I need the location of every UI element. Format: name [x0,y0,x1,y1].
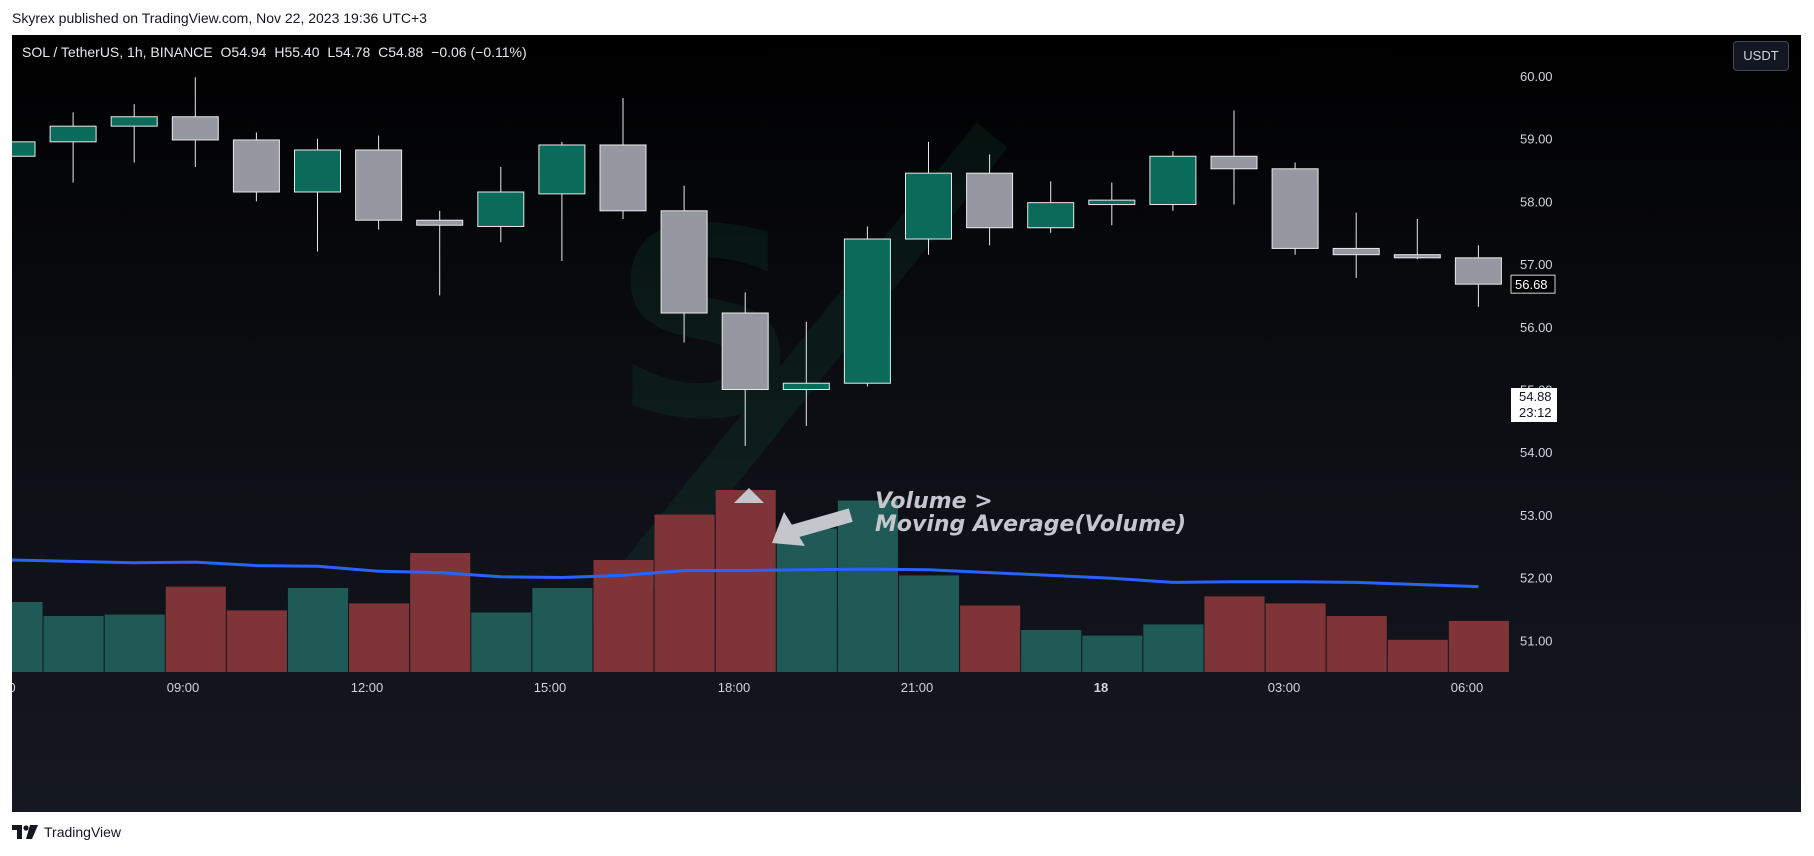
candle-body [355,149,403,221]
candle-body [599,144,647,212]
annotation-line-2: Moving Average(Volume) [875,512,1186,537]
price-tick-label: 52.00 [1520,571,1553,586]
volume-bar [715,490,776,672]
time-tick-label: 0 [12,680,16,695]
time-tick-label: 15:00 [534,680,567,695]
current-price-box [1511,388,1557,422]
volume-bar [593,560,654,672]
price-tick-label: 51.00 [1520,633,1553,648]
current-price-label: 54.88 [1519,389,1552,404]
chart-pane[interactable]: S 60.0059.0058.0057.0056.0055.0054.0053.… [12,35,1801,812]
tradingview-logo-icon [12,825,38,839]
candle-body [477,191,525,227]
ohlc-legend: SOL / TetherUS, 1h, BINANCE O54.94 H55.4… [22,44,531,60]
time-tick-label: 21:00 [901,680,934,695]
last-price-label: 56.68 [1515,277,1548,292]
volume-bar [12,602,43,672]
legend-close: C54.88 [378,44,424,60]
volume-bar [1143,624,1204,672]
candle-body [49,125,97,143]
candle-body [1271,168,1319,249]
last-price-box [1510,274,1556,294]
price-tick-label: 59.00 [1520,132,1553,147]
price-tick-label: 57.00 [1520,257,1553,272]
candle-body [538,144,586,195]
footer: TradingView [12,824,121,840]
candle-body [1088,199,1136,206]
price-tick-label: 53.00 [1520,508,1553,523]
volume-bar [287,588,349,672]
volume-bar [349,603,410,672]
candle-body [1454,257,1502,285]
arrow-shaft [786,508,853,540]
volume-bar [837,500,898,672]
chart-canvas[interactable]: S 60.0059.0058.0057.0056.0055.0054.0053.… [12,35,1801,812]
volume-bar [1326,616,1387,672]
candle-body [905,172,952,240]
legend-high: H55.40 [274,44,320,60]
volume-layer [12,490,1509,672]
price-tick-label: 54.00 [1520,445,1553,460]
volume-bar [776,528,837,672]
time-tick-label: 12:00 [351,680,384,695]
annotation-line-1: Volume > [875,489,993,514]
candle-body [782,382,830,391]
volume-bar [1387,639,1448,672]
candle-body [843,238,891,384]
volume-ma-line [12,558,1479,589]
volume-bar [1448,620,1509,672]
volume-bar [532,588,593,672]
annotation-arrow [772,508,853,546]
volume-bar [165,586,226,672]
volume-bar [471,612,532,672]
signal-marker [734,488,764,503]
legend-low: L54.78 [327,44,371,60]
candle-body [721,312,769,391]
candle-body [660,210,708,314]
volume-bar [43,616,104,672]
volume-bar [1265,603,1326,672]
volume-bar [898,575,960,672]
arrow-head [772,512,805,546]
bar-countdown-label: 23:12 [1519,405,1552,420]
candle-body [1210,155,1258,170]
candle-body [1332,247,1380,256]
footer-brand: TradingView [44,824,122,840]
legend-open: O54.94 [220,44,267,60]
candle-body [171,116,219,141]
volume-bar [1082,635,1143,672]
price-tick-label: 56.00 [1520,320,1553,335]
time-tick-label: 03:00 [1268,680,1301,695]
candle-body [12,141,36,157]
axis-layer: 60.0059.0058.0057.0056.0055.0054.0053.00… [12,69,1557,695]
candle-body [232,139,280,193]
candle-body [1149,155,1197,206]
currency-button[interactable]: USDT [1733,41,1789,71]
candle-body [416,219,464,226]
time-tick-label: 18:00 [718,680,751,695]
volume-bar [960,605,1021,672]
published-info: Skyrex published on TradingView.com, Nov… [12,10,427,26]
candle-body [1393,254,1441,259]
candle-body [110,116,158,127]
price-tick-label: 58.00 [1520,194,1553,209]
volume-bar [1021,630,1082,672]
candle-body [1027,202,1075,229]
time-tick-label: 09:00 [167,680,200,695]
candle-layer [12,77,1502,446]
candle-body [966,172,1014,229]
legend-symbol: SOL / TetherUS, 1h, BINANCE [22,44,213,60]
candle-body [294,149,341,193]
time-tick-label: 06:00 [1451,680,1484,695]
volume-bar [1204,596,1265,672]
price-tick-label: 60.00 [1520,69,1553,84]
volume-bar [226,610,287,672]
volume-bar [104,614,165,672]
legend-change: −0.06 (−0.11%) [431,44,527,60]
time-tick-label: 18 [1094,680,1108,695]
volume-bar [654,514,715,672]
